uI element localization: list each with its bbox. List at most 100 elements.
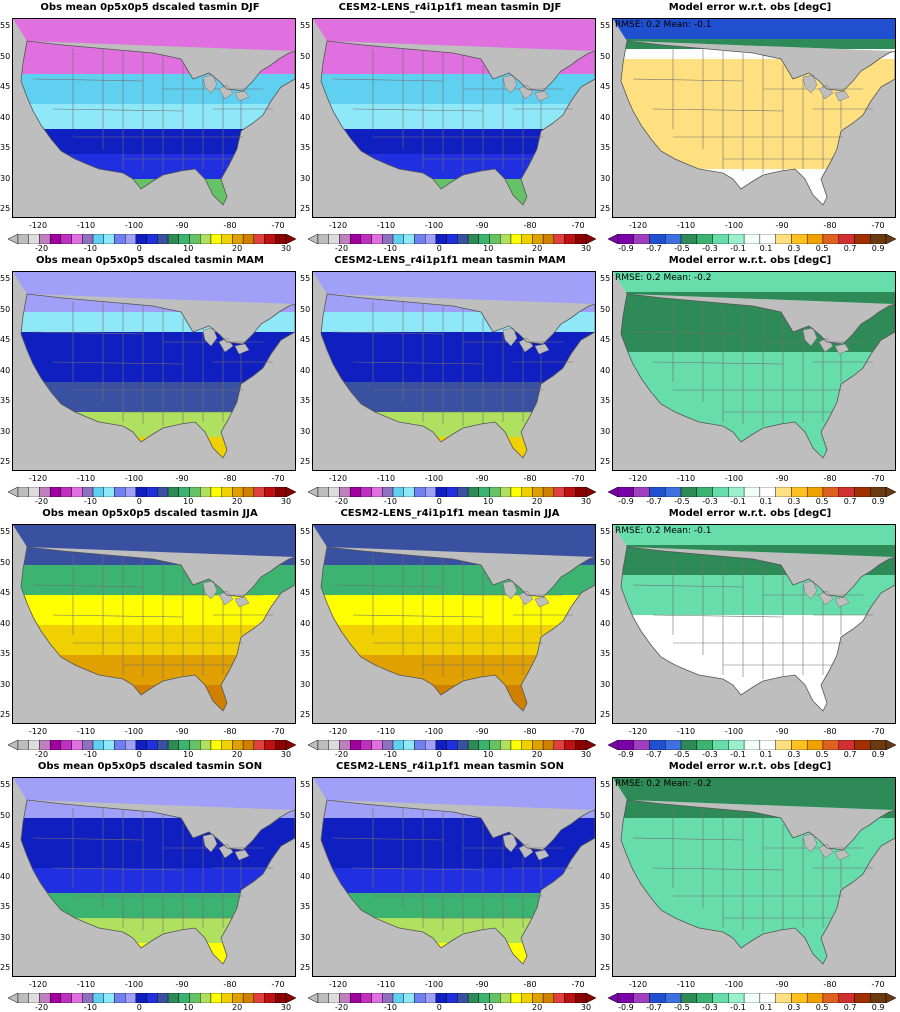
colorbar-swatch [680,740,698,750]
latitude-tick-label: 45 [600,588,611,597]
colorbar-tick-label: 30 [580,244,592,253]
latitude-tick-label: 45 [600,82,611,91]
colorbar-swatch [221,487,233,497]
temperature-field-band [313,104,595,129]
colorbar-swatch [489,234,501,244]
colorbar-swatch [339,993,351,1003]
latitude-tick-label: 55 [300,21,311,30]
error-map-panel: Model error w.r.t. obs [degC] RMSE: 0.2 M… [600,0,900,253]
latitude-tick-label: 55 [0,780,11,789]
colorbar-swatch [414,487,426,497]
colorbar-tick-label: -20 [335,1003,349,1012]
colorbar-swatch [575,487,587,497]
colorbar-swatch [264,740,276,750]
error-field-band [613,19,895,39]
colorbar-tick-label: 0.3 [787,1003,801,1012]
colorbar-tick-label: 0.1 [759,244,773,253]
map-frame [312,18,596,218]
panel-title: Model error w.r.t. obs [degC] [668,2,832,13]
colorbar-swatch [489,993,501,1003]
colorbar-tick-label: 0.7 [843,497,857,506]
colorbar-tick-label: 0 [436,497,442,506]
longitude-tick-label: -90 [475,474,489,483]
colorbar-tick-label: -10 [83,750,97,759]
map-frame [312,271,596,471]
longitude-tick-label: -120 [28,980,48,989]
colorbar-swatch [317,487,329,497]
colorbar-swatch [649,487,666,497]
map-plot [313,19,595,217]
latitude-tick-label: 45 [0,335,11,344]
longitude-tick-label: -80 [523,980,537,989]
colorbar [608,487,896,497]
colorbar-swatch [39,487,51,497]
colorbar-tick-label: -10 [383,1003,397,1012]
colorbar-swatch [870,234,887,244]
colorbar-swatch [200,740,212,750]
colorbar-swatch [500,487,512,497]
colorbar-swatch [17,993,29,1003]
colorbar-swatch [275,993,287,1003]
longitude-tick-label: -70 [271,980,285,989]
colorbar-swatch [665,993,682,1003]
colorbar [308,234,596,244]
colorbar-tick-label: 0.5 [815,750,829,759]
great-lake [834,596,850,608]
colorbar-swatch [392,740,404,750]
colorbar-tick-label: 0.7 [843,244,857,253]
colorbar-swatch [39,993,51,1003]
colorbar-swatch [446,993,458,1003]
colorbar-swatch [178,993,190,1003]
colorbar-swatch [617,487,634,497]
colorbar-swatch [435,234,447,244]
colorbar-swatch [328,234,340,244]
longitude-tick-label: -80 [223,474,237,483]
temperature-colorbar [8,993,296,1003]
colorbar-swatch [665,234,682,244]
colorbar-swatch [114,993,126,1003]
colorbar-tick-label: 10 [483,750,494,759]
longitude-tick-label: -100 [424,727,444,736]
latitude-tick-label: 50 [300,51,311,61]
colorbar-tick-label: 10 [183,1003,194,1012]
colorbar-swatch [806,740,824,750]
longitude-tick-label: -90 [175,727,189,736]
colorbar-tick-label: -10 [383,497,397,506]
colorbar-swatch [791,487,808,497]
longitude-tick-label: -110 [376,980,396,989]
colorbar-swatch [542,740,555,750]
colorbar-swatch [200,234,212,244]
longitude-tick-label: -90 [775,727,789,736]
colorbar-swatch [264,993,276,1003]
colorbar-swatch [575,234,587,244]
colorbar-swatch [521,740,533,750]
colorbar-swatch [446,234,458,244]
colorbar-swatch [775,234,792,244]
longitude-tick-label: -110 [76,474,96,483]
map-frame: RMSE: 0.2 Mean: -0.2 [612,271,896,471]
error-stats-label: RMSE: 0.2 Mean: -0.2 [615,779,712,789]
colorbar-swatch [200,487,212,497]
longitude-tick-label: -110 [76,980,96,989]
panel-title: Obs mean 0p5x0p5 dscaled tasmin SON [37,761,263,772]
colorbar-swatch [189,740,201,750]
longitude-tick-label: -70 [871,727,885,736]
colorbar-swatch [275,740,287,750]
error-colorbar [608,740,896,750]
colorbar-tick-label: -0.3 [702,750,718,759]
longitude-tick-label: -80 [223,727,237,736]
latitude-tick-label: 45 [0,82,11,91]
colorbar-swatch [317,740,329,750]
colorbar-tick-label: -0.9 [618,497,634,506]
colorbar-swatch [264,487,276,497]
latitude-tick-label: 35 [300,902,311,911]
latitude-tick-label: 40 [0,112,11,122]
latitude-tick-label: 50 [0,304,11,314]
colorbar-swatch [328,740,340,750]
colorbar-swatch [478,740,490,750]
latitude-tick-label: 55 [600,21,611,30]
colorbar-swatch [60,993,72,1003]
colorbar-swatch [489,740,501,750]
latitude-tick-label: 45 [0,588,11,597]
colorbar-swatch [28,993,40,1003]
